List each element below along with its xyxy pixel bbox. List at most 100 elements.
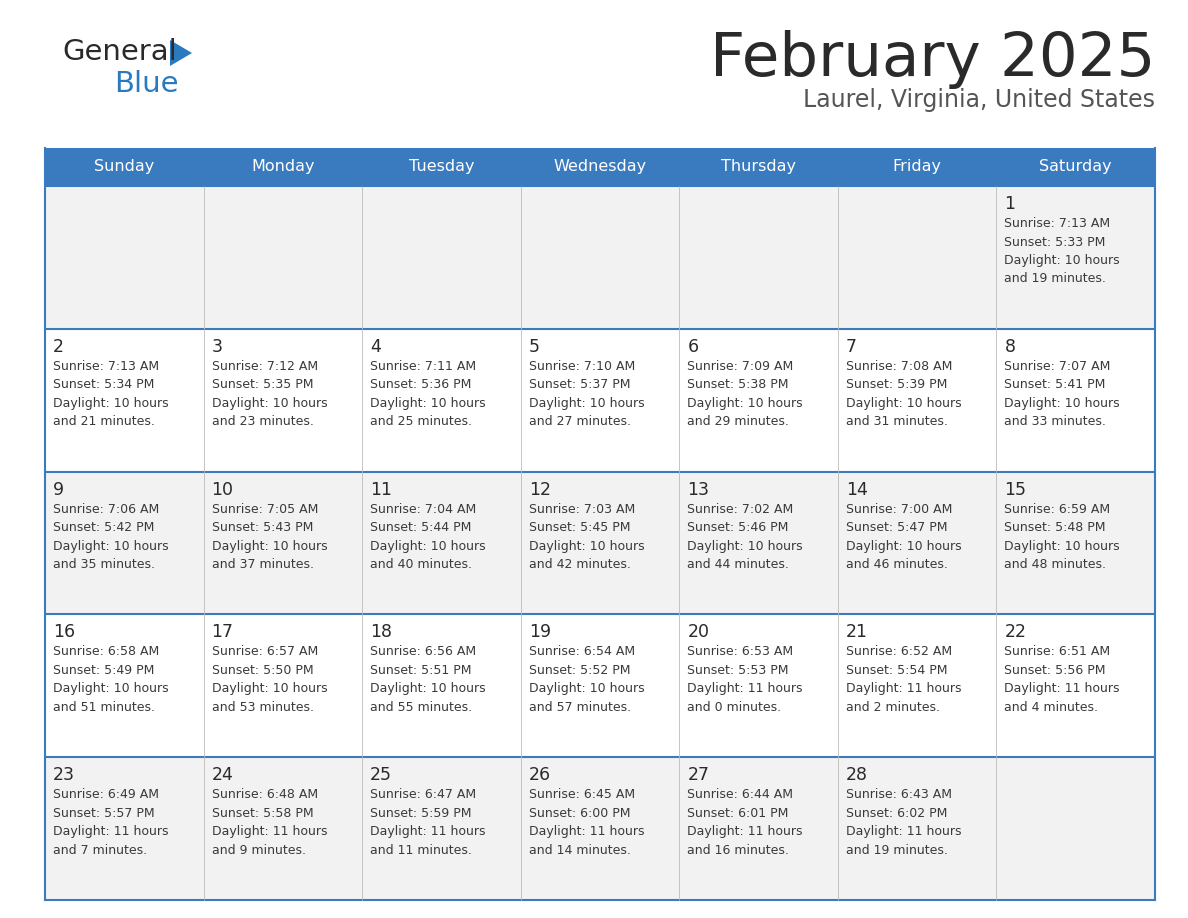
Text: Sunrise: 6:52 AM: Sunrise: 6:52 AM bbox=[846, 645, 952, 658]
Bar bbox=[203, 186, 362, 329]
Text: Blue: Blue bbox=[114, 70, 178, 98]
Text: Daylight: 10 hours: Daylight: 10 hours bbox=[1004, 254, 1120, 267]
Bar bbox=[362, 614, 520, 757]
Text: and 37 minutes.: and 37 minutes. bbox=[211, 558, 314, 571]
Bar bbox=[838, 186, 997, 329]
Text: and 14 minutes.: and 14 minutes. bbox=[529, 844, 631, 856]
Text: Sunrise: 7:13 AM: Sunrise: 7:13 AM bbox=[1004, 217, 1111, 230]
Text: 27: 27 bbox=[688, 767, 709, 784]
Text: and 29 minutes.: and 29 minutes. bbox=[688, 415, 789, 429]
Text: Sunrise: 7:05 AM: Sunrise: 7:05 AM bbox=[211, 502, 318, 516]
Text: and 31 minutes.: and 31 minutes. bbox=[846, 415, 948, 429]
Text: Sunset: 5:35 PM: Sunset: 5:35 PM bbox=[211, 378, 314, 391]
Text: 18: 18 bbox=[371, 623, 392, 642]
Text: Sunset: 5:41 PM: Sunset: 5:41 PM bbox=[1004, 378, 1106, 391]
Text: Sunset: 5:53 PM: Sunset: 5:53 PM bbox=[688, 664, 789, 677]
Text: Daylight: 10 hours: Daylight: 10 hours bbox=[846, 540, 961, 553]
Text: Daylight: 10 hours: Daylight: 10 hours bbox=[529, 540, 644, 553]
Text: and 42 minutes.: and 42 minutes. bbox=[529, 558, 631, 571]
Text: Sunrise: 7:13 AM: Sunrise: 7:13 AM bbox=[53, 360, 159, 373]
Bar bbox=[997, 472, 1155, 614]
Text: Sunset: 5:48 PM: Sunset: 5:48 PM bbox=[1004, 521, 1106, 534]
Text: Sunrise: 6:44 AM: Sunrise: 6:44 AM bbox=[688, 789, 794, 801]
Text: and 23 minutes.: and 23 minutes. bbox=[211, 415, 314, 429]
Bar bbox=[362, 186, 520, 329]
Text: Daylight: 10 hours: Daylight: 10 hours bbox=[211, 540, 327, 553]
Text: Sunset: 5:49 PM: Sunset: 5:49 PM bbox=[53, 664, 154, 677]
Text: 23: 23 bbox=[53, 767, 75, 784]
Text: Monday: Monday bbox=[251, 160, 315, 174]
Bar bbox=[680, 186, 838, 329]
Text: Tuesday: Tuesday bbox=[409, 160, 474, 174]
Text: Sunrise: 6:48 AM: Sunrise: 6:48 AM bbox=[211, 789, 317, 801]
Bar bbox=[520, 186, 680, 329]
Text: 21: 21 bbox=[846, 623, 868, 642]
Text: Sunset: 5:45 PM: Sunset: 5:45 PM bbox=[529, 521, 630, 534]
Text: and 7 minutes.: and 7 minutes. bbox=[53, 844, 147, 856]
Bar bbox=[362, 472, 520, 614]
Text: 7: 7 bbox=[846, 338, 857, 356]
Text: Sunset: 5:57 PM: Sunset: 5:57 PM bbox=[53, 807, 154, 820]
Text: Daylight: 10 hours: Daylight: 10 hours bbox=[688, 540, 803, 553]
Bar bbox=[838, 148, 997, 186]
Bar bbox=[680, 757, 838, 900]
Text: and 16 minutes.: and 16 minutes. bbox=[688, 844, 789, 856]
Text: Daylight: 10 hours: Daylight: 10 hours bbox=[846, 397, 961, 409]
Text: Sunrise: 7:09 AM: Sunrise: 7:09 AM bbox=[688, 360, 794, 373]
Text: Sunday: Sunday bbox=[94, 160, 154, 174]
Text: Sunrise: 6:57 AM: Sunrise: 6:57 AM bbox=[211, 645, 318, 658]
Text: 14: 14 bbox=[846, 481, 867, 498]
Text: Daylight: 11 hours: Daylight: 11 hours bbox=[1004, 682, 1120, 696]
Text: Daylight: 10 hours: Daylight: 10 hours bbox=[371, 540, 486, 553]
Text: 13: 13 bbox=[688, 481, 709, 498]
Text: Daylight: 11 hours: Daylight: 11 hours bbox=[846, 682, 961, 696]
Text: Sunset: 5:58 PM: Sunset: 5:58 PM bbox=[211, 807, 314, 820]
Text: 3: 3 bbox=[211, 338, 222, 356]
Bar bbox=[680, 614, 838, 757]
Bar bbox=[45, 186, 203, 329]
Text: 11: 11 bbox=[371, 481, 392, 498]
Text: and 55 minutes.: and 55 minutes. bbox=[371, 701, 473, 714]
Bar bbox=[997, 614, 1155, 757]
Text: Daylight: 10 hours: Daylight: 10 hours bbox=[371, 397, 486, 409]
Text: Sunrise: 6:43 AM: Sunrise: 6:43 AM bbox=[846, 789, 952, 801]
Text: 24: 24 bbox=[211, 767, 234, 784]
Text: and 33 minutes.: and 33 minutes. bbox=[1004, 415, 1106, 429]
Text: Sunrise: 6:54 AM: Sunrise: 6:54 AM bbox=[529, 645, 634, 658]
Text: Daylight: 11 hours: Daylight: 11 hours bbox=[53, 825, 169, 838]
Text: 10: 10 bbox=[211, 481, 234, 498]
Text: and 44 minutes.: and 44 minutes. bbox=[688, 558, 789, 571]
Text: 15: 15 bbox=[1004, 481, 1026, 498]
Bar bbox=[45, 614, 203, 757]
Text: Sunrise: 7:03 AM: Sunrise: 7:03 AM bbox=[529, 502, 634, 516]
Text: Daylight: 11 hours: Daylight: 11 hours bbox=[846, 825, 961, 838]
Polygon shape bbox=[170, 40, 192, 66]
Text: Sunrise: 7:04 AM: Sunrise: 7:04 AM bbox=[371, 502, 476, 516]
Text: and 48 minutes.: and 48 minutes. bbox=[1004, 558, 1106, 571]
Text: Sunrise: 6:53 AM: Sunrise: 6:53 AM bbox=[688, 645, 794, 658]
Text: Daylight: 11 hours: Daylight: 11 hours bbox=[688, 825, 803, 838]
Bar bbox=[203, 614, 362, 757]
Bar bbox=[838, 329, 997, 472]
Text: Sunrise: 7:10 AM: Sunrise: 7:10 AM bbox=[529, 360, 634, 373]
Text: Saturday: Saturday bbox=[1040, 160, 1112, 174]
Text: Sunset: 5:54 PM: Sunset: 5:54 PM bbox=[846, 664, 947, 677]
Bar bbox=[203, 148, 362, 186]
Bar bbox=[45, 329, 203, 472]
Bar bbox=[362, 757, 520, 900]
Text: 22: 22 bbox=[1004, 623, 1026, 642]
Text: Sunset: 5:47 PM: Sunset: 5:47 PM bbox=[846, 521, 947, 534]
Text: and 27 minutes.: and 27 minutes. bbox=[529, 415, 631, 429]
Bar bbox=[45, 472, 203, 614]
Text: Sunset: 5:44 PM: Sunset: 5:44 PM bbox=[371, 521, 472, 534]
Text: Daylight: 10 hours: Daylight: 10 hours bbox=[1004, 540, 1120, 553]
Text: Daylight: 11 hours: Daylight: 11 hours bbox=[371, 825, 486, 838]
Text: Sunset: 5:34 PM: Sunset: 5:34 PM bbox=[53, 378, 154, 391]
Bar bbox=[838, 614, 997, 757]
Text: Sunset: 5:43 PM: Sunset: 5:43 PM bbox=[211, 521, 312, 534]
Bar bbox=[362, 329, 520, 472]
Text: Sunset: 5:51 PM: Sunset: 5:51 PM bbox=[371, 664, 472, 677]
Text: February 2025: February 2025 bbox=[709, 30, 1155, 89]
Bar bbox=[45, 757, 203, 900]
Text: and 4 minutes.: and 4 minutes. bbox=[1004, 701, 1099, 714]
